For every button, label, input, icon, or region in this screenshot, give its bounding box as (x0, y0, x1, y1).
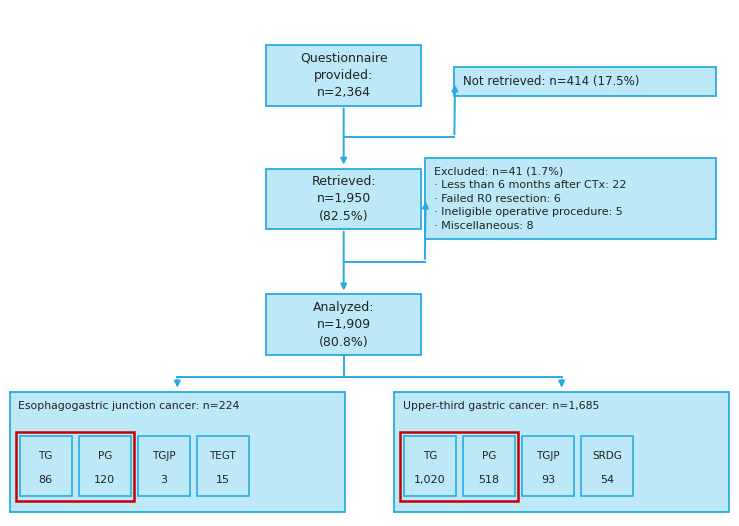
Text: 120: 120 (94, 474, 115, 484)
FancyBboxPatch shape (10, 391, 345, 512)
Text: TGJP: TGJP (152, 451, 176, 461)
Text: Not retrieved: n=414 (17.5%): Not retrieved: n=414 (17.5%) (463, 75, 639, 88)
Text: PG: PG (482, 451, 496, 461)
Text: 3: 3 (160, 474, 167, 484)
Text: Esophagogastric junction cancer: n=224: Esophagogastric junction cancer: n=224 (18, 401, 239, 411)
FancyBboxPatch shape (463, 436, 515, 497)
Text: TEGT: TEGT (209, 451, 236, 461)
Text: Excluded: n=41 (1.7%)
· Less than 6 months after CTx: 22
· Failed R0 resection: : Excluded: n=41 (1.7%) · Less than 6 mont… (434, 167, 626, 231)
FancyBboxPatch shape (394, 391, 729, 512)
FancyBboxPatch shape (581, 436, 633, 497)
FancyBboxPatch shape (522, 436, 573, 497)
Text: TG: TG (423, 451, 437, 461)
FancyBboxPatch shape (79, 436, 131, 497)
Text: 15: 15 (216, 474, 230, 484)
Text: PG: PG (98, 451, 112, 461)
FancyBboxPatch shape (197, 436, 248, 497)
Text: 54: 54 (600, 474, 614, 484)
FancyBboxPatch shape (454, 67, 716, 96)
Text: 86: 86 (38, 474, 52, 484)
Text: Retrieved:
n=1,950
(82.5%): Retrieved: n=1,950 (82.5%) (311, 175, 376, 222)
FancyBboxPatch shape (266, 295, 421, 355)
FancyBboxPatch shape (138, 436, 189, 497)
FancyBboxPatch shape (266, 168, 421, 229)
FancyBboxPatch shape (266, 45, 421, 106)
Text: SRDG: SRDG (592, 451, 622, 461)
FancyBboxPatch shape (425, 158, 716, 239)
FancyBboxPatch shape (404, 436, 456, 497)
FancyBboxPatch shape (20, 436, 72, 497)
Text: Analyzed:
n=1,909
(80.8%): Analyzed: n=1,909 (80.8%) (313, 301, 375, 349)
Text: 518: 518 (478, 474, 500, 484)
Text: Upper-third gastric cancer: n=1,685: Upper-third gastric cancer: n=1,685 (403, 401, 599, 411)
Text: TG: TG (38, 451, 53, 461)
Text: TGJP: TGJP (537, 451, 560, 461)
Text: 1,020: 1,020 (414, 474, 446, 484)
Text: Questionnaire
provided:
n=2,364: Questionnaire provided: n=2,364 (300, 52, 387, 99)
Text: 93: 93 (541, 474, 555, 484)
